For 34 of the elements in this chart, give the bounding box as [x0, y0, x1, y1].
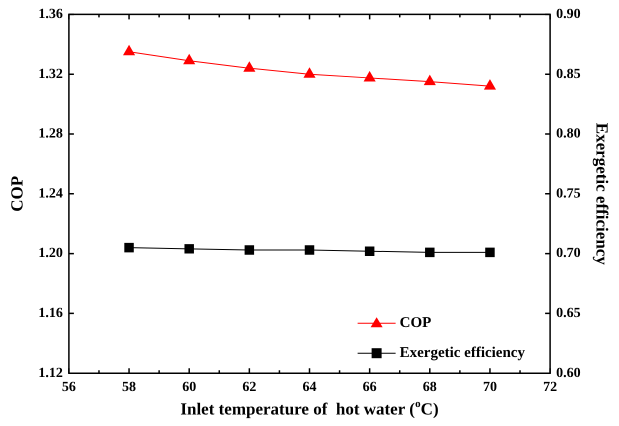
x-tick-label: 70 [482, 380, 497, 396]
x-tick-label: 58 [122, 380, 136, 396]
x-tick-label: 56 [62, 380, 76, 396]
y-tick-label: 1.32 [38, 66, 63, 82]
y-tick-label: 1.24 [38, 186, 63, 202]
point [184, 54, 195, 64]
y2-axis-title: Exergetic efficiency [592, 122, 612, 266]
x-tick-label: 60 [182, 380, 196, 396]
x-tick-label: 72 [543, 380, 558, 396]
y-tick-label: 1.20 [38, 246, 63, 262]
legend-label: Exergetic efficiency [400, 345, 526, 362]
point [484, 80, 496, 90]
y2-tick-label: 0.70 [556, 246, 581, 262]
y2-tick-label: 0.85 [556, 66, 581, 82]
point [424, 75, 436, 86]
x-tick-label: 64 [302, 380, 316, 396]
y-tick-label: 1.16 [38, 306, 63, 322]
point [123, 45, 135, 56]
y2-tick-label: 0.90 [556, 7, 581, 22]
x-tick-label: 66 [362, 380, 377, 396]
y2-tick-label: 0.80 [556, 126, 581, 142]
y2-tick-label: 0.65 [556, 306, 581, 322]
point [364, 71, 376, 82]
legend-label: COP [400, 315, 432, 332]
point [304, 68, 316, 78]
y-tick-label: 1.28 [38, 126, 63, 142]
x-tick-label: 62 [242, 380, 256, 396]
y-axis-title: COP [8, 176, 27, 212]
x-tick-label: 68 [422, 380, 437, 396]
y2-tick-label: 0.75 [556, 186, 581, 202]
y-tick-label: 1.36 [38, 7, 63, 22]
y2-tick-label: 0.60 [556, 366, 581, 381]
y-tick-label: 1.12 [38, 366, 63, 381]
point [244, 62, 256, 72]
